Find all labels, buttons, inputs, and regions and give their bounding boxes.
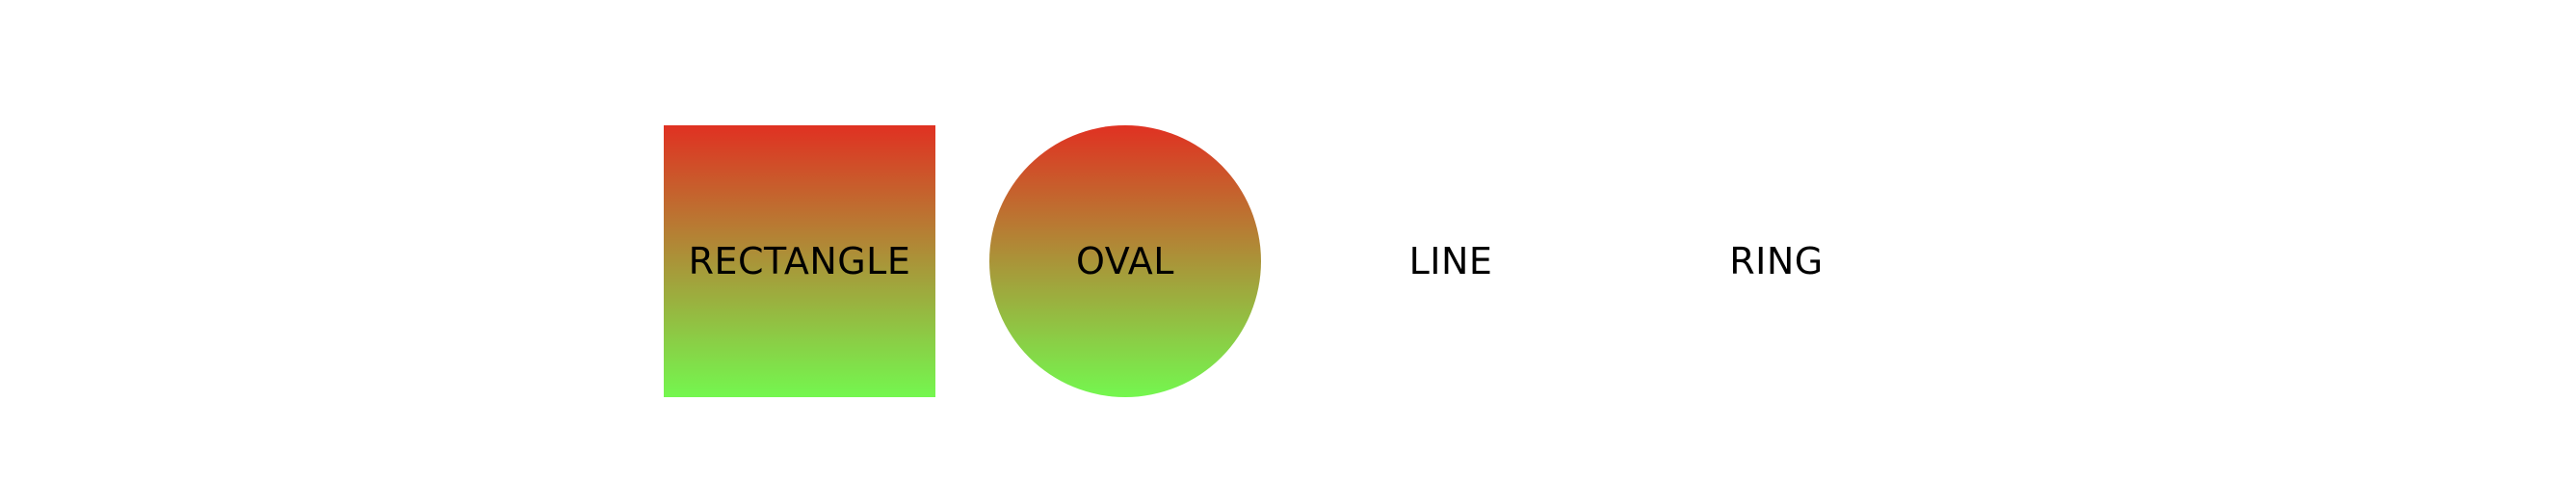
line-label: LINE: [1408, 240, 1493, 282]
rectangle-label: RECTANGLE: [688, 240, 911, 282]
oval-label: OVAL: [1076, 240, 1174, 282]
ring-shape: RING: [1641, 125, 1912, 397]
oval-shape: OVAL: [989, 125, 1261, 397]
line-shape: LINE: [1315, 125, 1587, 397]
rectangle-shape: RECTANGLE: [664, 125, 935, 397]
ring-label: RING: [1729, 240, 1824, 282]
